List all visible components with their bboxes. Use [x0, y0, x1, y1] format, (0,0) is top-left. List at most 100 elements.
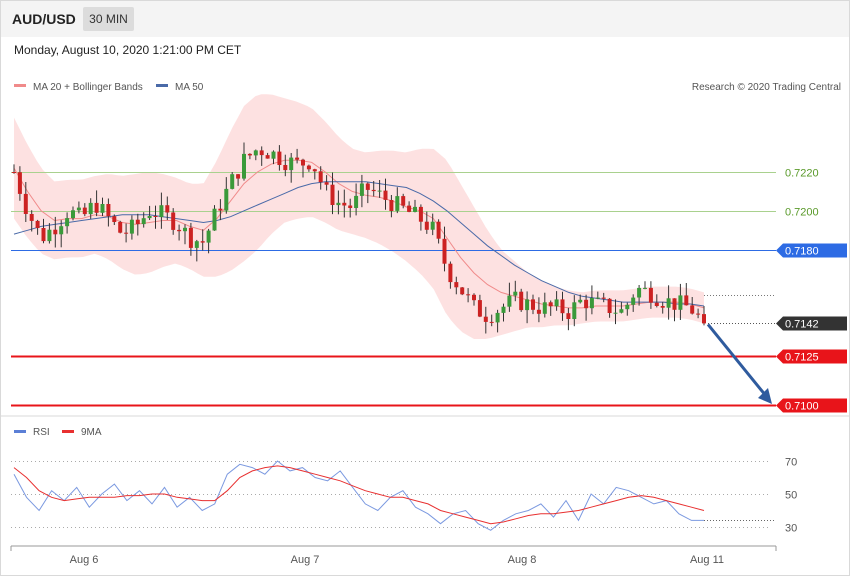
candle-body — [359, 183, 364, 196]
candle-body — [88, 202, 93, 215]
ma20-line — [13, 159, 705, 309]
candle-body — [129, 219, 134, 234]
candle-body — [584, 299, 589, 309]
candle-body — [696, 313, 701, 315]
ma20-legend-swatch — [14, 84, 26, 87]
candle-body — [442, 238, 447, 264]
candle-body — [690, 305, 695, 314]
candle-body — [572, 302, 577, 319]
candle-body — [29, 214, 34, 221]
candle-body — [401, 196, 406, 206]
moving-averages — [13, 159, 705, 309]
candle-body — [306, 165, 311, 170]
candle-body — [336, 202, 341, 206]
forecast-arrow-head — [758, 388, 772, 404]
candle-body — [495, 312, 500, 323]
candle-body — [324, 182, 329, 185]
rsi-legend-swatch — [14, 430, 26, 433]
candle-body — [466, 294, 471, 296]
candle-body — [460, 287, 465, 295]
candle-body — [218, 208, 223, 211]
candle-body — [536, 309, 541, 314]
candle-body — [354, 195, 359, 208]
candle-body — [395, 196, 400, 211]
level-label-3: 0.7142 — [785, 319, 819, 331]
level-label-5: 0.7100 — [785, 401, 819, 413]
symbol-title: AUD/USD — [12, 11, 76, 27]
timeframe-button[interactable]: 30 MIN — [83, 7, 134, 31]
candle-body — [312, 169, 317, 172]
candle-body — [65, 218, 70, 227]
credit-text: Research © 2020 Trading Central — [692, 82, 841, 93]
forecast-arrow — [706, 323, 772, 404]
candle-body — [448, 263, 453, 283]
candle-body — [17, 172, 22, 194]
ma50-legend-label: MA 50 — [175, 82, 204, 93]
rsi-pane: 70 50 30 — [11, 457, 797, 535]
candle-body — [643, 287, 647, 289]
candle-body — [436, 221, 441, 239]
candle-body — [124, 232, 129, 234]
candle-body — [153, 216, 158, 217]
candle-body — [94, 202, 99, 213]
candle-body — [477, 300, 482, 317]
candle-body — [212, 208, 217, 231]
level-label-2: 0.7180 — [785, 246, 819, 258]
ma20-legend-label: MA 20 + Bollinger Bands — [33, 82, 143, 93]
candle-body — [365, 183, 370, 190]
candle-body — [147, 216, 152, 219]
candle-body — [578, 299, 583, 303]
candle-body — [472, 294, 476, 301]
price-levels: 0.7220 0.7200 0.7180 0.7142 0.7125 0.7100 — [11, 168, 847, 413]
candle-body — [23, 193, 28, 214]
candle-body — [348, 205, 353, 208]
candle-body — [666, 298, 671, 308]
candle-body — [383, 190, 388, 200]
candle-body — [100, 204, 105, 213]
candle-body — [631, 297, 636, 305]
level-label-4: 0.7125 — [785, 352, 819, 364]
candle-body — [413, 206, 417, 212]
candle-body — [183, 227, 187, 232]
chart-datetime: Monday, August 10, 2020 1:21:00 PM CET — [14, 43, 242, 57]
candle-body — [613, 312, 618, 314]
candle-body — [106, 204, 111, 217]
candle-body — [277, 151, 282, 165]
candle-body — [625, 304, 630, 310]
candle-body — [566, 313, 571, 319]
forecast-arrow-shaft — [706, 323, 768, 397]
candle-body — [619, 309, 624, 313]
candle-body — [283, 165, 288, 171]
candle-body — [71, 210, 75, 219]
candle-body — [678, 295, 683, 310]
top-bar: AUD/USD 30 MIN — [1, 1, 849, 37]
candle-body — [418, 206, 423, 222]
ma9-legend-swatch — [62, 430, 74, 433]
candle-body — [200, 241, 205, 243]
candle-body — [489, 321, 494, 323]
candle-body — [330, 184, 335, 205]
rsi-legend-label: RSI — [33, 427, 50, 438]
candle-body — [519, 291, 524, 311]
candle-body — [289, 157, 294, 171]
level-label-0: 0.7220 — [785, 168, 819, 180]
candle-body — [188, 227, 193, 248]
candle-body — [165, 205, 170, 213]
candle-body — [454, 282, 459, 288]
x-tick-label-1: Aug 7 — [291, 554, 320, 566]
candle-body — [247, 153, 252, 156]
candle-body — [112, 216, 117, 222]
candle-body — [424, 221, 429, 230]
candle-body — [35, 220, 40, 228]
candle-body — [672, 298, 677, 310]
x-tick-label-2: Aug 8 — [508, 554, 537, 566]
candle-body — [531, 299, 535, 310]
candle-body — [236, 174, 241, 179]
candle-body — [135, 219, 140, 224]
bollinger-band — [14, 94, 704, 339]
candle-body — [301, 159, 305, 166]
rsi-ma-line — [13, 465, 705, 525]
candle-body — [230, 174, 235, 189]
candle-body — [377, 190, 382, 192]
